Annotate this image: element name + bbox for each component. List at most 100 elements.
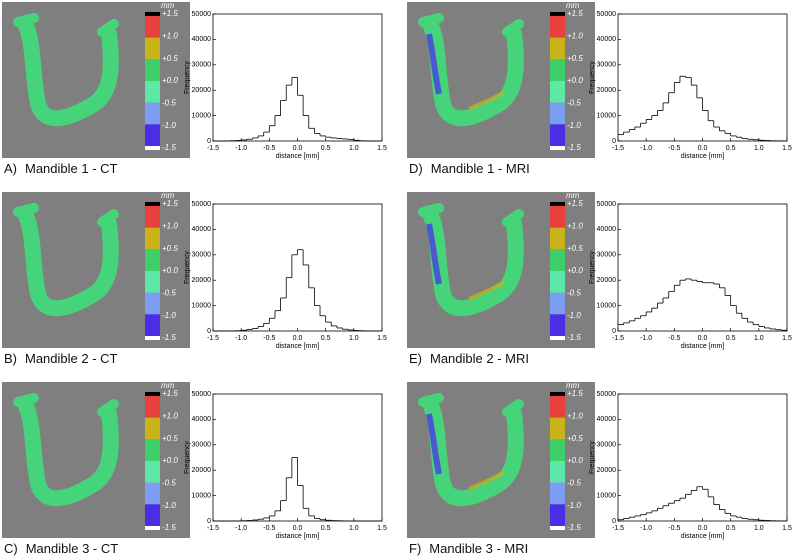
x-tick-label: 0.5 bbox=[726, 145, 736, 152]
y-tick-label: 40000 bbox=[192, 226, 212, 233]
mandible-render bbox=[418, 13, 524, 127]
x-tick-label: -1.0 bbox=[235, 525, 247, 532]
colorbar-label: -1.5 bbox=[567, 143, 581, 152]
panel-label: C) bbox=[4, 541, 18, 556]
colorbar-label: -0.5 bbox=[567, 478, 581, 487]
colorbar-unit: mm bbox=[566, 381, 580, 390]
x-tick-label: 0.5 bbox=[321, 335, 331, 342]
colorbar-label: +1.0 bbox=[567, 31, 583, 40]
x-tick-label: -0.5 bbox=[263, 335, 275, 342]
y-tick-label: 0 bbox=[612, 518, 616, 525]
x-tick-label: -1.0 bbox=[640, 525, 652, 532]
colorbar-band bbox=[145, 461, 160, 483]
x-tick-label: -1.5 bbox=[612, 145, 624, 152]
x-tick-label: -1.5 bbox=[207, 525, 219, 532]
x-tick-label: 0.5 bbox=[321, 145, 331, 152]
y-tick-label: 40000 bbox=[192, 36, 212, 43]
y-axis-label: Frequency bbox=[184, 250, 191, 284]
colorbar-band bbox=[550, 206, 565, 228]
colorbar-band bbox=[145, 227, 160, 250]
colorbar-band bbox=[145, 314, 160, 336]
colorbar-band bbox=[145, 81, 160, 103]
colorbar-label: -1.0 bbox=[567, 121, 581, 130]
colorbar-label: +0.0 bbox=[162, 76, 178, 85]
colorbar-label: -1.0 bbox=[567, 311, 581, 320]
x-tick-label: -0.5 bbox=[668, 525, 680, 532]
condyle bbox=[13, 393, 119, 417]
colorbar-top bbox=[550, 12, 565, 16]
panel-label: E) bbox=[409, 351, 422, 366]
panel-caption: B) Mandible 2 - CT bbox=[4, 351, 118, 366]
y-tick-label: 50000 bbox=[192, 201, 212, 208]
panel-label: D) bbox=[409, 161, 423, 176]
colorbar-label: +1.0 bbox=[567, 221, 583, 230]
colorbar-label: +0.5 bbox=[162, 54, 178, 63]
panel-title: Mandible 1 - MRI bbox=[431, 161, 530, 176]
colorbar-bottom bbox=[145, 146, 160, 150]
colorbar-unit: mm bbox=[161, 381, 175, 390]
mandible-render bbox=[418, 203, 524, 317]
x-tick-label: 1.5 bbox=[782, 335, 792, 342]
plot-frame bbox=[617, 13, 788, 142]
y-tick-label: 30000 bbox=[597, 442, 617, 449]
y-tick-label: 20000 bbox=[597, 467, 617, 474]
y-tick-label: 10000 bbox=[597, 112, 617, 119]
colorbar-label: +1.5 bbox=[162, 9, 178, 18]
colorbar-band bbox=[550, 81, 565, 103]
colorbar-label: +0.5 bbox=[567, 434, 583, 443]
panel-caption: D) Mandible 1 - MRI bbox=[409, 161, 530, 176]
y-axis-label: Frequency bbox=[589, 440, 596, 474]
condyle bbox=[13, 203, 119, 227]
colorbar-label: +0.5 bbox=[162, 434, 178, 443]
x-tick-label: 1.5 bbox=[377, 335, 387, 342]
colorbar-band bbox=[145, 439, 160, 461]
y-tick-label: 40000 bbox=[597, 416, 617, 423]
colorbar-band bbox=[145, 292, 160, 315]
x-tick-label: -0.5 bbox=[668, 145, 680, 152]
y-tick-label: 30000 bbox=[192, 252, 212, 259]
colorbar-band bbox=[145, 37, 160, 60]
colorbar-band bbox=[550, 124, 565, 146]
y-tick-label: 30000 bbox=[192, 442, 212, 449]
x-tick-label: -0.5 bbox=[263, 525, 275, 532]
colorbar-label: +0.5 bbox=[567, 54, 583, 63]
mandible bbox=[18, 208, 119, 317]
mri-deviation bbox=[468, 90, 506, 111]
condyle bbox=[418, 203, 524, 227]
colorbar-top bbox=[145, 392, 160, 396]
x-tick-label: -1.5 bbox=[207, 145, 219, 152]
x-axis-label: distance [mm] bbox=[276, 153, 320, 160]
y-axis-label: Frequency bbox=[589, 60, 596, 94]
mri-deviation bbox=[426, 413, 442, 475]
y-tick-label: 10000 bbox=[192, 302, 212, 309]
colorbar-top bbox=[550, 202, 565, 206]
colorbar-band bbox=[550, 439, 565, 461]
colorbar-label: -1.0 bbox=[162, 311, 176, 320]
colorbar-band bbox=[550, 396, 565, 418]
colorbar-label: -0.5 bbox=[162, 98, 176, 107]
colorbar-band bbox=[550, 292, 565, 315]
panel-title: Mandible 1 - CT bbox=[25, 161, 118, 176]
colorbar-band bbox=[145, 396, 160, 418]
colorbar-bottom bbox=[550, 526, 565, 530]
y-tick-label: 50000 bbox=[597, 391, 617, 398]
colorbar-band bbox=[550, 461, 565, 483]
colorbar-bottom bbox=[145, 336, 160, 340]
plot-frame bbox=[212, 203, 383, 332]
colorbar-band bbox=[550, 504, 565, 526]
mandible bbox=[423, 208, 524, 317]
colorbar-band bbox=[550, 59, 565, 81]
y-axis-label: Frequency bbox=[184, 60, 191, 94]
colorbar-label: +0.5 bbox=[162, 244, 178, 253]
panel-caption: A) Mandible 1 - CT bbox=[4, 161, 118, 176]
x-tick-label: 0.5 bbox=[726, 525, 736, 532]
y-tick-label: 20000 bbox=[192, 87, 212, 94]
x-tick-label: -1.0 bbox=[235, 335, 247, 342]
y-tick-label: 10000 bbox=[192, 492, 212, 499]
panel-caption: E) Mandible 2 - MRI bbox=[409, 351, 529, 366]
panel-title: Mandible 3 - CT bbox=[26, 541, 119, 556]
colorbar-band bbox=[550, 271, 565, 293]
colorbar-label: +0.5 bbox=[567, 244, 583, 253]
colorbar-label: -0.5 bbox=[162, 478, 176, 487]
